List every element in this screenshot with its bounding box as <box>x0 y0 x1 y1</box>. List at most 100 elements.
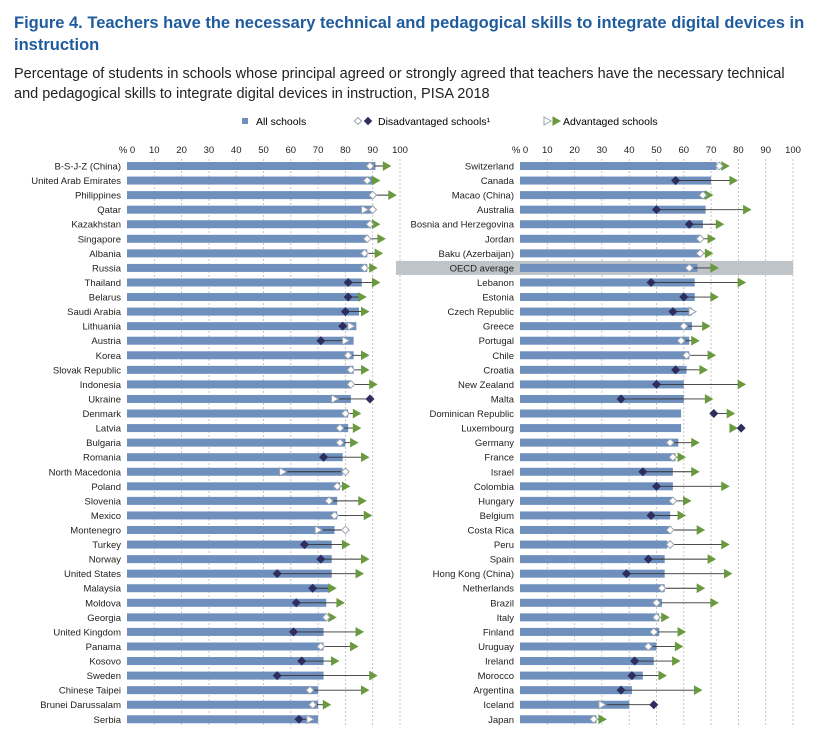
chart-row-malta: Malta <box>491 394 714 405</box>
bar-all-schools <box>520 220 703 229</box>
marker-disadvantaged <box>346 365 356 375</box>
marker-advantaged <box>347 321 356 332</box>
chart-row-korea: Korea <box>96 350 370 362</box>
chart-row-bulgaria: Bulgaria <box>86 437 359 449</box>
category-label: France <box>484 453 514 464</box>
bar-all-schools <box>520 482 673 491</box>
category-label: Albania <box>89 249 121 260</box>
bar-all-schools <box>520 438 679 447</box>
marker-advantaged <box>707 233 717 244</box>
bar-all-schools <box>127 555 332 564</box>
marker-advantaged <box>710 263 719 273</box>
marker-disadvantaged <box>671 176 681 186</box>
chart-row-uruguay: Uruguay <box>478 641 684 653</box>
marker-disadvantaged <box>308 700 318 710</box>
marker-advantaged <box>737 277 747 288</box>
bar-all-schools <box>520 424 682 433</box>
marker-advantaged <box>388 190 397 200</box>
bar-all-schools <box>127 365 354 374</box>
chart-panel-right: % 0 10 20 30 40 50 60 70 80 90 100 Switzerland Canad… <box>396 145 801 728</box>
chart-row-sweden: Sweden <box>87 670 378 682</box>
marker-advantaged <box>704 248 714 259</box>
chart-row-turkey: Turkey <box>92 539 351 551</box>
marker-advantaged <box>677 627 687 637</box>
chart-row-panama: Panama <box>86 641 359 653</box>
bar-all-schools <box>127 657 324 666</box>
chart-row-argentina: Argentina <box>473 685 703 697</box>
category-label: Ukraine <box>88 394 121 405</box>
category-label: Norway <box>89 555 121 566</box>
marker-disadvantaged <box>643 641 653 651</box>
category-label: Australia <box>477 205 515 216</box>
chart-row-belgium: Belgium <box>480 510 687 522</box>
marker-advantaged <box>721 539 730 550</box>
chart-row-albania: Albania <box>89 248 384 260</box>
chart-row-b-s-j-z-china: B-S-J-Z (China) <box>54 161 392 173</box>
chart-row-singapore: Singapore <box>78 233 386 245</box>
x-tick-label: 100 <box>392 145 408 156</box>
bar-all-schools <box>520 176 712 185</box>
bar-all-schools <box>520 322 692 331</box>
bar-all-schools <box>520 496 673 505</box>
chart-row-united-arab-emirates: United Arab Emirates <box>31 175 381 187</box>
chart-row-poland: Poland <box>91 481 351 493</box>
bar-all-schools <box>520 642 657 651</box>
chart-row-saudi-arabia: Saudi Arabia <box>67 306 370 318</box>
marker-advantaged <box>674 641 684 652</box>
bar-all-schools <box>520 526 671 534</box>
marker-advantaged <box>371 277 381 288</box>
category-label: Singapore <box>78 234 121 245</box>
marker-advantaged <box>677 510 687 521</box>
marker-disadvantaged <box>324 496 334 506</box>
bar-all-schools <box>127 336 354 345</box>
x-tick-label: 40 <box>624 145 635 156</box>
category-label: Slovenia <box>85 496 122 507</box>
category-label: Dominican Republic <box>430 409 515 420</box>
bar-all-schools <box>127 351 354 360</box>
marker-disadvantaged <box>676 336 686 346</box>
chart-row-north-macedonia: North Macedonia <box>49 466 350 478</box>
chart-row-georgia: Georgia <box>87 612 337 624</box>
marker-advantaged <box>723 568 733 579</box>
category-label: Argentina <box>473 686 514 697</box>
category-label: Estonia <box>482 293 514 304</box>
category-label: Peru <box>494 540 514 551</box>
bar-all-schools <box>127 598 327 607</box>
category-label: Brazil <box>490 598 514 609</box>
marker-disadvantaged <box>316 641 326 651</box>
marker-disadvantaged <box>368 190 378 200</box>
chart-row-greece: Greece <box>483 321 711 333</box>
marker-disadvantaged <box>651 598 662 608</box>
axis-unit-label: % 0 <box>119 145 135 156</box>
marker-advantaged <box>710 597 719 608</box>
bar-all-schools <box>520 598 662 607</box>
category-label: Brunei Darussalam <box>40 700 121 711</box>
category-label: Italy <box>497 613 515 624</box>
category-label: Morocco <box>478 671 514 682</box>
category-label: Portugal <box>479 336 514 347</box>
chart-row-japan: Japan <box>488 714 607 726</box>
marker-advantaged <box>361 685 370 696</box>
bar-all-schools <box>127 263 368 272</box>
marker-advantaged <box>361 452 370 463</box>
marker-advantaged <box>341 481 351 492</box>
category-label: United Kingdom <box>53 627 121 638</box>
category-label: Uruguay <box>478 642 514 653</box>
marker-disadvantaged <box>321 612 331 622</box>
marker-advantaged <box>314 525 324 535</box>
marker-advantaged <box>598 714 607 725</box>
category-label: Belarus <box>89 293 121 304</box>
bar-all-schools <box>127 540 332 549</box>
bar-all-schools <box>520 191 706 200</box>
category-label: North Macedonia <box>49 467 122 478</box>
chart-row-united-states: United States <box>64 568 365 580</box>
category-label: Montenegro <box>70 526 121 537</box>
bar-all-schools <box>127 686 319 695</box>
category-label: Korea <box>96 351 122 362</box>
bar-all-schools <box>127 380 351 389</box>
chart-row-malaysia: Malaysia <box>84 583 337 595</box>
category-label: Saudi Arabia <box>67 307 122 318</box>
marker-disadvantaged <box>362 176 372 186</box>
marker-advantaged <box>336 597 345 608</box>
marker-disadvantaged <box>668 452 678 462</box>
